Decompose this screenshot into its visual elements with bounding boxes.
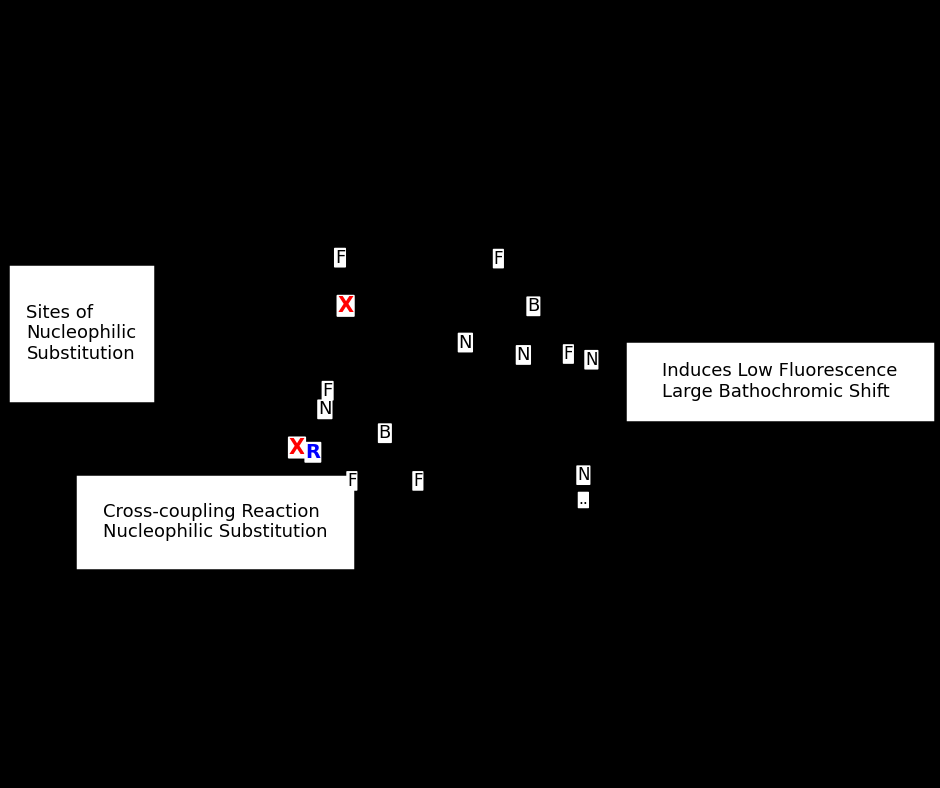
Text: R: R xyxy=(306,443,321,462)
Text: F: F xyxy=(347,472,356,490)
FancyBboxPatch shape xyxy=(625,340,935,422)
Text: Induces Low Fluorescence
Large Bathochromic Shift: Induces Low Fluorescence Large Bathochro… xyxy=(663,362,898,400)
Text: F: F xyxy=(322,381,333,400)
Text: N: N xyxy=(318,400,332,418)
Text: N: N xyxy=(517,346,530,364)
Text: N: N xyxy=(459,333,472,351)
Text: X: X xyxy=(289,437,306,458)
Text: ..: .. xyxy=(578,492,588,507)
Text: Sites of
Nucleophilic
Substitution: Sites of Nucleophilic Substitution xyxy=(26,303,136,363)
Text: N: N xyxy=(585,351,598,369)
FancyBboxPatch shape xyxy=(75,474,355,570)
Text: F: F xyxy=(494,250,503,268)
Text: B: B xyxy=(379,424,391,442)
Text: F: F xyxy=(564,345,573,363)
Text: F: F xyxy=(413,472,423,490)
Text: Cross-coupling Reaction
Nucleophilic Substitution: Cross-coupling Reaction Nucleophilic Sub… xyxy=(102,503,327,541)
Text: B: B xyxy=(527,297,540,315)
FancyBboxPatch shape xyxy=(8,264,155,403)
Text: X: X xyxy=(337,296,353,316)
Text: F: F xyxy=(335,249,345,266)
Text: N: N xyxy=(577,466,589,484)
